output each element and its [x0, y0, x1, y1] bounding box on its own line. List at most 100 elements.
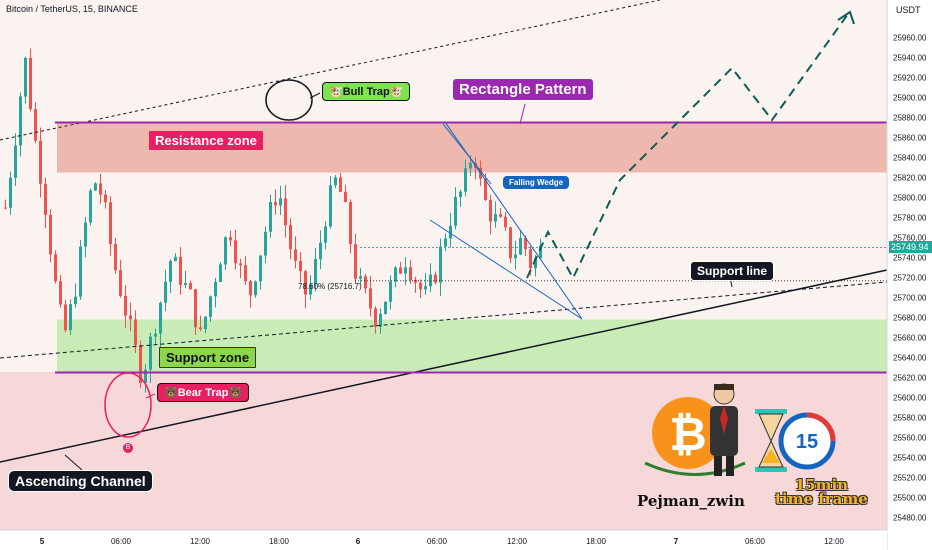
candle-body — [394, 267, 397, 282]
y-tick-label: 25960.00 — [893, 34, 927, 43]
candle-body — [4, 207, 7, 209]
candle-body — [149, 336, 152, 370]
rectangle-pointer — [519, 103, 526, 125]
candle-body — [509, 227, 512, 259]
x-tick-label: 7 — [674, 537, 679, 546]
candle-body — [169, 261, 172, 282]
y-tick-label: 25780.00 — [893, 214, 927, 223]
candle-body — [384, 301, 387, 314]
y-tick-label: 25860.00 — [893, 134, 927, 143]
candle-body — [274, 201, 277, 206]
candle-body — [494, 214, 497, 222]
candle-body — [129, 315, 132, 320]
candle-body — [444, 238, 447, 247]
candle-body — [79, 246, 82, 297]
y-tick-label: 25580.00 — [893, 414, 927, 423]
candle-body — [359, 276, 362, 279]
y-tick-label: 25600.00 — [893, 394, 927, 403]
candle-body — [209, 296, 212, 317]
channel-middle-line — [0, 281, 888, 359]
candle-body — [74, 296, 77, 305]
y-tick-label: 25480.00 — [893, 514, 927, 523]
candle-body — [499, 214, 502, 217]
candle-body — [334, 177, 337, 186]
candle-body — [504, 216, 507, 228]
x-tick-label: 12:00 — [190, 537, 211, 546]
y-tick-label: 25800.00 — [893, 194, 927, 203]
y-tick-label: 25880.00 — [893, 114, 927, 123]
candle-body — [379, 313, 382, 327]
x-tick-label: 12:00 — [824, 537, 845, 546]
timeframe-icon: 15 — [755, 409, 836, 472]
candle-body — [154, 333, 157, 337]
candle-body — [49, 214, 52, 255]
bear-trap-circle — [104, 372, 152, 438]
candle-body — [299, 260, 302, 272]
candle-body — [324, 226, 327, 243]
x-tick-label: 06:00 — [111, 537, 132, 546]
candle-body — [449, 225, 452, 239]
bitcoin-logo: ₿ — [644, 397, 746, 476]
current-price-label: 25749.94 — [889, 241, 932, 253]
candle-body — [214, 282, 217, 297]
candle-body — [284, 198, 287, 226]
y-tick-label: 25500.00 — [893, 494, 927, 503]
candle-body — [484, 178, 487, 200]
y-tick-label: 25680.00 — [893, 314, 927, 323]
y-tick-label: 25760.00 — [893, 234, 927, 243]
candle-body — [289, 225, 292, 250]
candle-body — [354, 244, 357, 279]
candle-body — [234, 240, 237, 264]
candle-body — [9, 177, 12, 208]
y-tick-label: 25940.00 — [893, 54, 927, 63]
candle-body — [454, 197, 457, 226]
bear-marker: B — [123, 443, 133, 453]
candle-body — [439, 246, 442, 283]
candle-body — [99, 183, 102, 195]
y-tick-label: 25620.00 — [893, 374, 927, 383]
candle-body — [179, 256, 182, 285]
candle-body — [119, 270, 122, 296]
candle-body — [164, 281, 167, 303]
y-tick-label: 25640.00 — [893, 354, 927, 363]
candle-body — [29, 57, 32, 110]
candle-body — [309, 284, 312, 295]
y-tick-label: 25920.00 — [893, 74, 927, 83]
ascending-channel-pointer — [64, 454, 83, 471]
wedge-pointer — [442, 123, 492, 185]
candle-body — [229, 237, 232, 241]
candle-body — [134, 319, 137, 346]
candle-body — [139, 345, 142, 384]
candle-body — [419, 282, 422, 290]
candle-body — [534, 258, 537, 269]
candle-body — [204, 316, 207, 330]
candle-body — [54, 254, 57, 282]
candle-body — [64, 304, 67, 331]
candle-body — [124, 295, 127, 316]
timeframe-badge-number: 15 — [796, 431, 818, 453]
y-tick-label: 25540.00 — [893, 454, 927, 463]
bull-trap-circle — [265, 79, 313, 121]
bear-trap-label: 🐻Bear Trap🐻 — [157, 383, 250, 402]
candle-body — [524, 237, 527, 250]
x-tick-label: 06:00 — [745, 537, 766, 546]
candle-body — [319, 242, 322, 260]
candle-body — [464, 168, 467, 192]
x-axis-panel — [0, 530, 887, 550]
candle-body — [14, 145, 17, 178]
candle-body — [329, 185, 332, 227]
y-tick-label: 25840.00 — [893, 154, 927, 163]
ascending-channel-label: Ascending Channel — [8, 470, 153, 492]
candle-body — [519, 237, 522, 255]
candle-body — [314, 259, 317, 285]
candle-body — [489, 199, 492, 222]
y-tick-label: 25700.00 — [893, 294, 927, 303]
candle-body — [89, 190, 92, 223]
y-tick-label: 25660.00 — [893, 334, 927, 343]
candle-body — [34, 109, 37, 141]
candle-body — [434, 274, 437, 283]
x-tick-label: 5 — [40, 537, 45, 546]
candle-body — [244, 265, 247, 282]
candle-body — [349, 201, 352, 245]
